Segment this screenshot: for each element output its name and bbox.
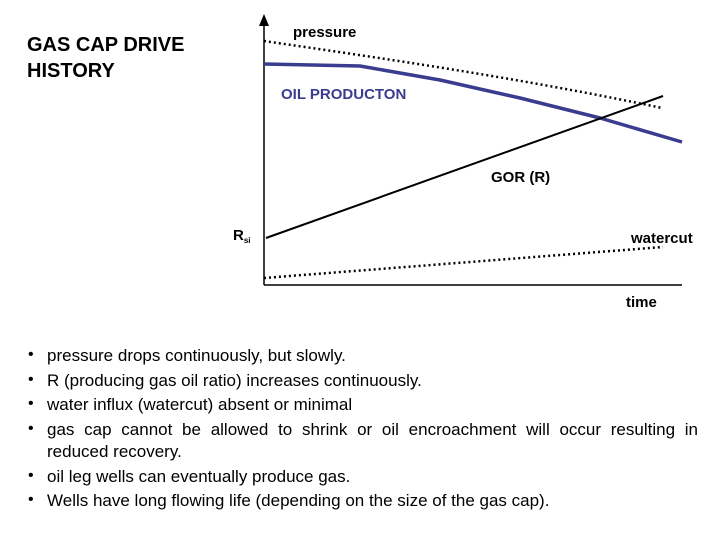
bullet-item: R (producing gas oil ratio) increases co… [28, 369, 698, 393]
drive-history-diagram [259, 14, 683, 286]
bullet-item: pressure drops continuously, but slowly. [28, 344, 698, 368]
gor-line [265, 95, 664, 239]
rsi-label: Rsi [233, 227, 251, 245]
pressure-label: pressure [293, 24, 357, 41]
rsi-label-main: R [233, 227, 244, 244]
time-axis-label: time [626, 294, 657, 311]
bullet-item: Wells have long flowing life (depending … [28, 489, 698, 513]
title-line-1: GAS CAP DRIVE [27, 34, 185, 56]
gor-label: GOR (R) [491, 169, 551, 186]
rsi-label-subscript: si [243, 236, 251, 245]
watercut-label: watercut [631, 230, 693, 247]
bullet-list: pressure drops continuously, but slowly.… [28, 344, 698, 515]
watercut-line [263, 245, 664, 280]
bullet-item: oil leg wells can eventually produce gas… [28, 465, 698, 489]
oil-production-label: OIL PRODUCTON [281, 86, 407, 103]
title-line-2: HISTORY [27, 60, 115, 82]
oil-production-curve [263, 62, 683, 144]
bullet-item: gas cap cannot be allowed to shrink or o… [28, 418, 698, 464]
bullet-item: water influx (watercut) absent or minima… [28, 393, 698, 417]
pressure-curve [263, 39, 663, 110]
slide-title: GAS CAP DRIVE HISTORY [27, 32, 257, 84]
y-axis-arrow [259, 14, 269, 26]
